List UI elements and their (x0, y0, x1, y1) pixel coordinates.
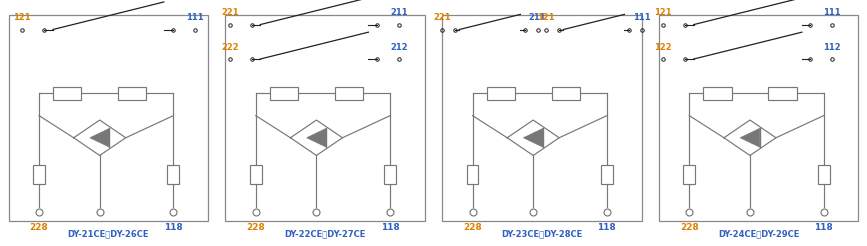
Bar (659, 15, 858, 221)
Text: 118: 118 (381, 223, 400, 232)
Text: 228: 228 (680, 223, 699, 232)
Bar (335, 87, 363, 100)
Text: 221: 221 (221, 8, 238, 17)
Bar (9, 15, 208, 221)
Text: 122: 122 (655, 43, 672, 52)
Text: 111: 111 (633, 13, 650, 22)
Bar (683, 165, 695, 184)
Text: DY-22CE、DY-27CE: DY-22CE、DY-27CE (284, 230, 366, 239)
Text: 118: 118 (597, 223, 616, 232)
Bar (768, 87, 797, 100)
Bar (601, 165, 613, 184)
Bar (167, 165, 179, 184)
Polygon shape (307, 128, 326, 147)
Text: 121: 121 (13, 13, 30, 22)
Bar (384, 165, 396, 184)
Bar (466, 165, 479, 184)
Bar (53, 87, 81, 100)
Text: 228: 228 (463, 223, 482, 232)
Text: 121: 121 (655, 8, 672, 17)
Text: 118: 118 (164, 223, 183, 232)
Text: 111: 111 (824, 8, 841, 17)
Text: 228: 228 (29, 223, 49, 232)
Text: 212: 212 (390, 43, 407, 52)
Bar (486, 87, 515, 100)
Text: 112: 112 (824, 43, 841, 52)
Text: 118: 118 (814, 223, 833, 232)
Bar (818, 165, 830, 184)
Bar (33, 165, 45, 184)
Bar (442, 15, 642, 221)
Text: 121: 121 (538, 13, 555, 22)
Text: 221: 221 (434, 13, 451, 22)
Text: DY-23CE、DY-28CE: DY-23CE、DY-28CE (501, 230, 583, 239)
Polygon shape (90, 128, 109, 147)
Text: 211: 211 (390, 8, 407, 17)
Bar (703, 87, 732, 100)
Bar (250, 165, 262, 184)
Text: 228: 228 (246, 223, 265, 232)
Text: 222: 222 (221, 43, 238, 52)
Bar (551, 87, 580, 100)
Text: DY-24CE、DY-29CE: DY-24CE、DY-29CE (718, 230, 799, 239)
Text: 111: 111 (186, 13, 204, 22)
Bar (225, 15, 425, 221)
Text: DY-21CE、DY-26CE: DY-21CE、DY-26CE (68, 230, 149, 239)
Polygon shape (740, 128, 759, 147)
Text: 211: 211 (529, 13, 546, 22)
Bar (118, 87, 147, 100)
Bar (270, 87, 298, 100)
Polygon shape (524, 128, 543, 147)
